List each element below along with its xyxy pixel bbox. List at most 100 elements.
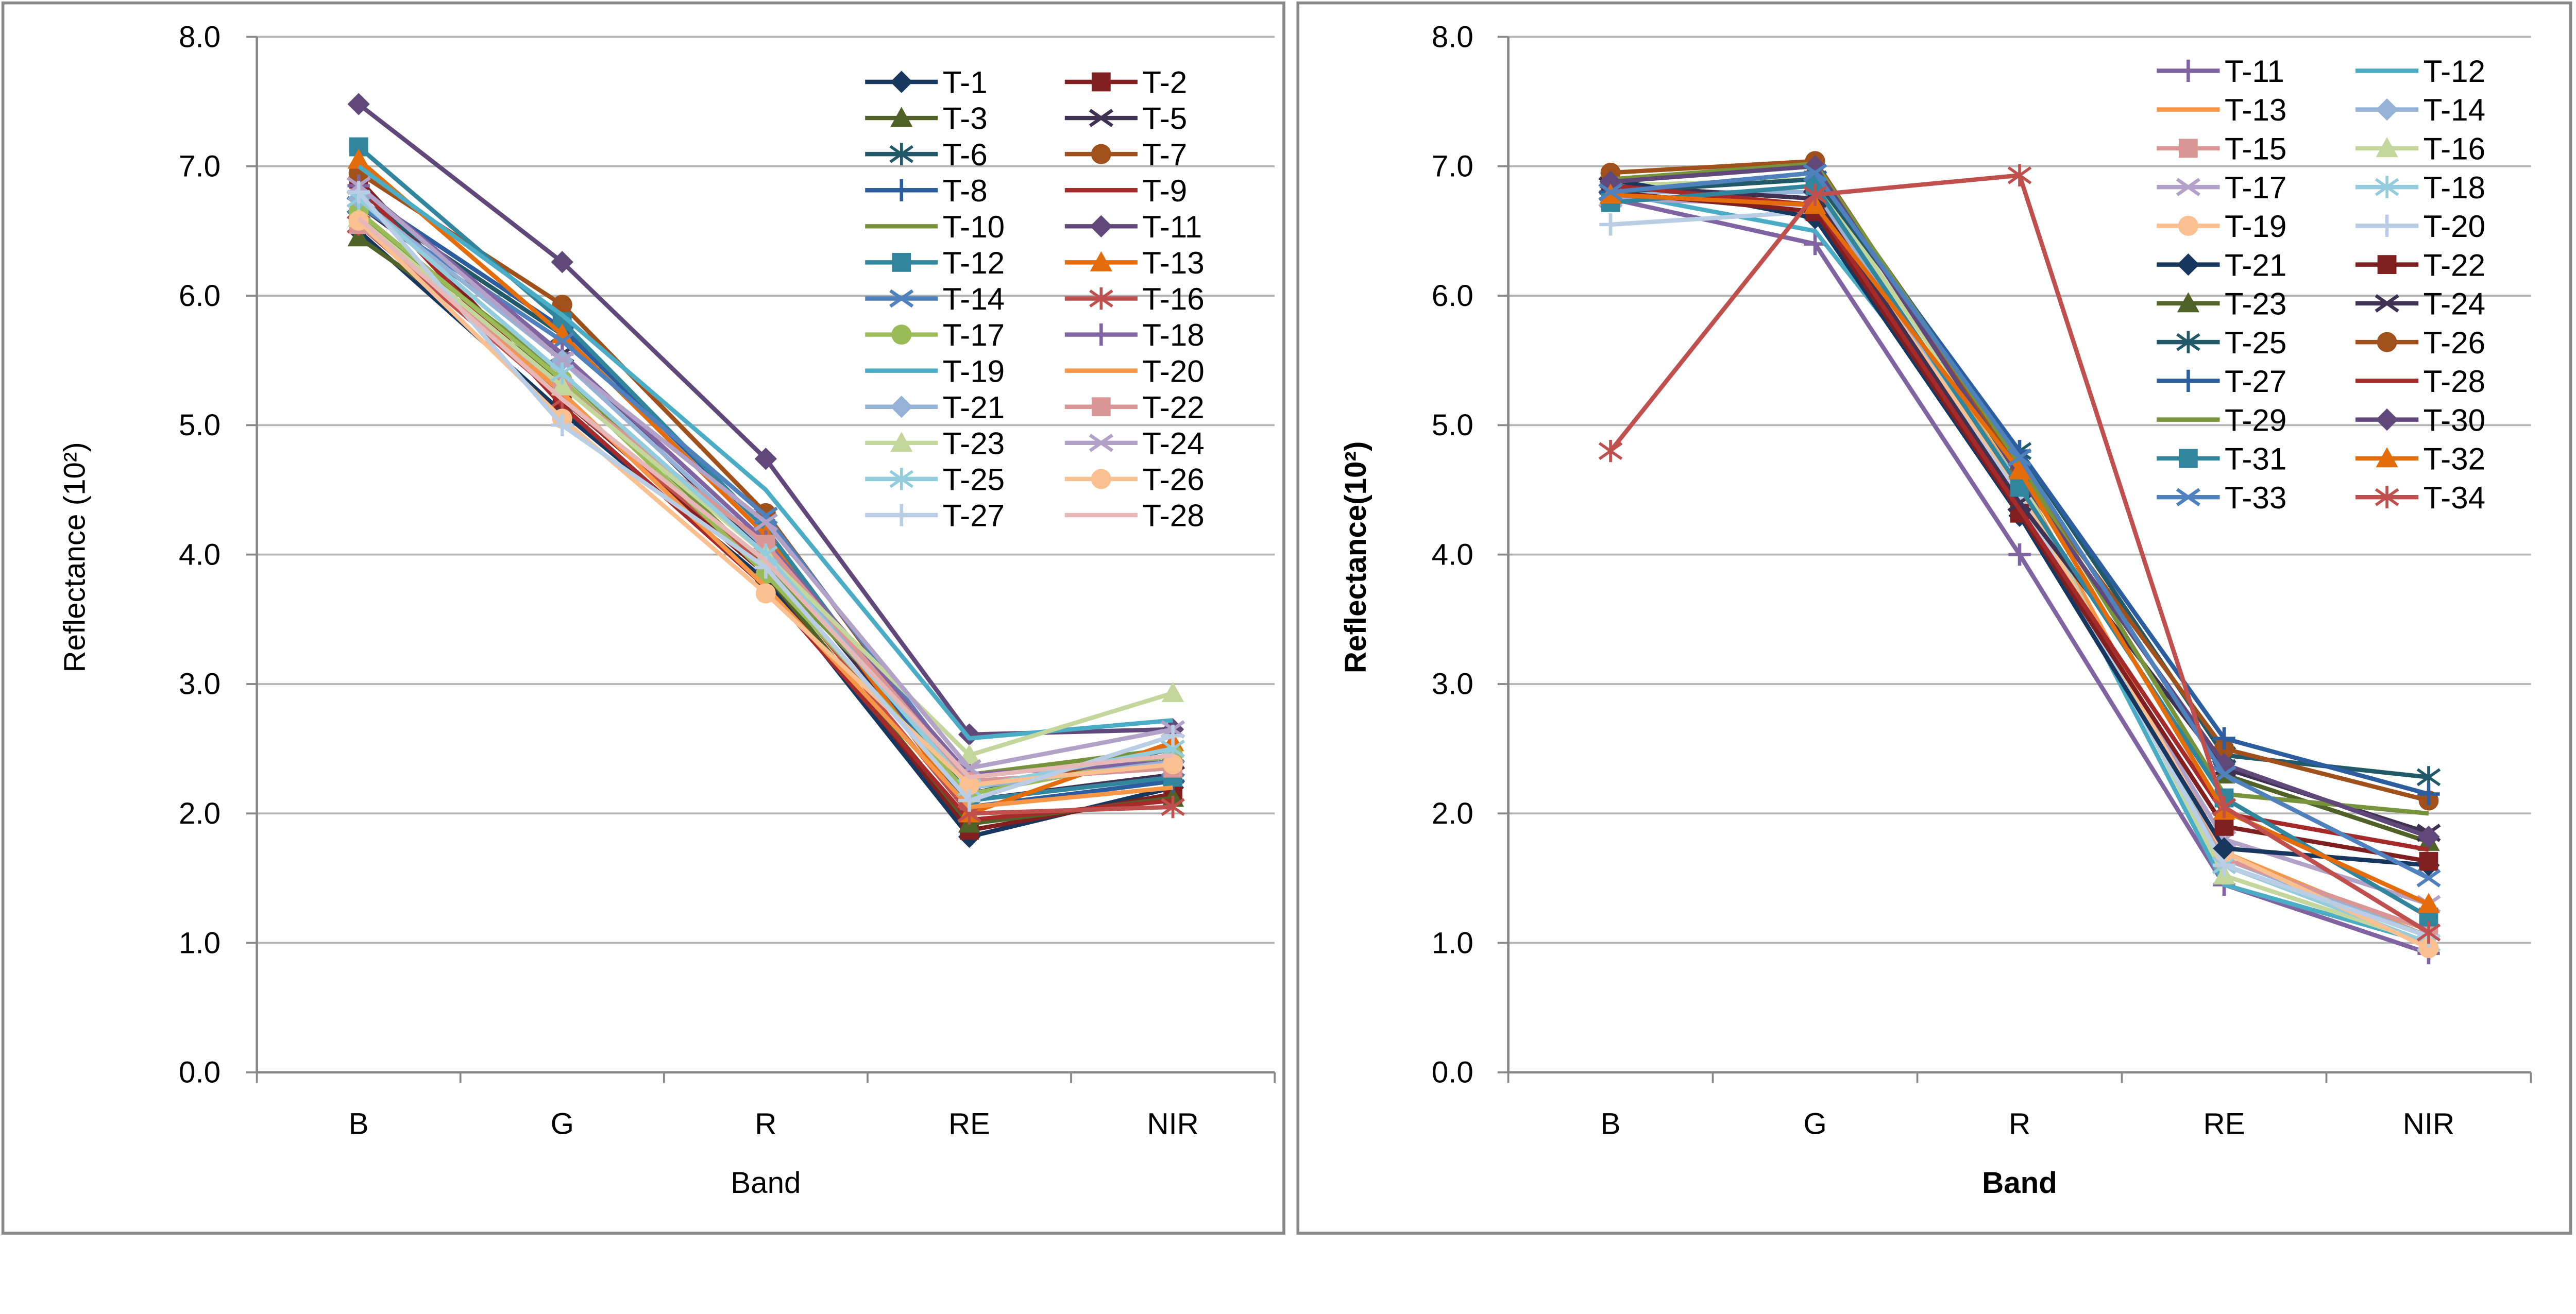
legend-label: T-11 — [1142, 210, 1202, 244]
right-chart-frame — [1296, 1, 2572, 1235]
legend-marker — [890, 504, 913, 526]
legend-label: T-5 — [1142, 101, 1187, 136]
left-chart: 0.0 1.0 2.0 3.0 4.0 5.0 6.0 7.0 8.0 B G R RE NIR Band R… — [58, 20, 1276, 1200]
legend-item: T-32 — [2355, 442, 2485, 476]
data-point — [551, 375, 573, 396]
legend-label: T-26 — [1142, 463, 1204, 497]
legend-item: T-19 — [2157, 209, 2286, 244]
legend-item: T-13 — [2157, 93, 2286, 127]
y-tick-label: 4.0 — [1432, 538, 1473, 571]
legend-marker — [889, 143, 914, 165]
legend-label: T-27 — [2225, 364, 2286, 399]
data-point — [551, 414, 573, 437]
series-T-28 — [357, 216, 1174, 780]
legend-label: T-21 — [943, 390, 1005, 424]
y-axis-title: Reflectance(10²) — [1339, 441, 1372, 673]
x-axis-title: Band — [731, 1166, 801, 1200]
legend-item: T-3 — [865, 101, 988, 136]
x-tick-label: G — [1803, 1107, 1826, 1140]
data-point — [1163, 754, 1183, 775]
legend-item: T-21 — [2157, 248, 2286, 282]
legend-marker — [890, 71, 913, 93]
legend-label: T-21 — [2225, 248, 2286, 282]
data-point — [1598, 439, 1623, 463]
y-tick-label: 8.0 — [179, 20, 221, 54]
legend-marker — [2176, 488, 2200, 507]
data-point — [2419, 851, 2438, 871]
y-tick-label: 2.0 — [179, 797, 221, 830]
data-point — [2417, 782, 2440, 806]
y-tick-label: 7.0 — [179, 150, 221, 183]
legend-label: T-22 — [1142, 390, 1204, 424]
legend-label: T-19 — [943, 354, 1005, 388]
data-point — [1803, 163, 1827, 182]
figure: 0.0 1.0 2.0 3.0 4.0 5.0 6.0 7.0 8.0 B G R RE NIR Band R… — [1, 1, 2572, 1235]
legend-label: T-30 — [2424, 403, 2485, 437]
legend-item: T-13 — [1064, 246, 1205, 280]
legend-item: T-11 — [1064, 210, 1202, 244]
x-tick-label: G — [551, 1107, 574, 1140]
legend-marker — [1091, 72, 1111, 92]
legend: T-1 T-2 T-3 T-5 T-6 T-7 T-8 T-9 T-10 T-11 T-12 T-13… — [865, 65, 1205, 533]
legend-label: T-22 — [2424, 248, 2485, 282]
legend-item: T-27 — [865, 499, 1005, 533]
legend-label: T-12 — [2424, 54, 2485, 89]
legend-marker — [2375, 294, 2399, 313]
legend-label: T-13 — [2225, 93, 2286, 127]
legend-marker — [2377, 255, 2397, 275]
y-axis-title: Reflectance (10²) — [58, 442, 92, 672]
legend-marker — [2376, 214, 2398, 237]
legend-label: T-23 — [2225, 287, 2286, 321]
legend-label: T-2 — [1142, 65, 1187, 100]
legend-item: T-23 — [865, 426, 1005, 460]
legend-label: T-34 — [2424, 481, 2485, 515]
legend-label: T-10 — [943, 210, 1005, 244]
legend-label: T-27 — [943, 499, 1005, 533]
data-point — [753, 506, 778, 525]
legend-item: T-16 — [1064, 282, 1205, 316]
legend-item: T-15 — [2157, 131, 2286, 166]
legend-item: T-9 — [1064, 174, 1187, 208]
data-point — [2007, 164, 2032, 187]
data-point — [347, 226, 370, 247]
legend-item: T-24 — [1064, 426, 1205, 460]
legend-item: T-12 — [865, 246, 1005, 280]
legend-marker — [2376, 447, 2398, 468]
legend-marker — [1089, 109, 1113, 127]
legend-item: T-5 — [1064, 101, 1187, 136]
legend-label: T-19 — [2225, 209, 2286, 244]
legend-label: T-9 — [1142, 174, 1187, 208]
legend-marker — [890, 432, 913, 452]
y-tick-label: 3.0 — [1432, 668, 1473, 701]
legend-item: T-1 — [865, 65, 988, 100]
legend-label: T-24 — [1142, 426, 1204, 460]
legend-item: T-25 — [2157, 326, 2286, 360]
legend-marker — [889, 468, 914, 490]
x-tick-label: RE — [948, 1107, 990, 1140]
series-line — [357, 216, 1174, 780]
x-tick-label: R — [2009, 1107, 2030, 1140]
legend-item: T-20 — [2355, 209, 2485, 244]
legend-item: T-22 — [2355, 248, 2485, 282]
legend-marker — [2376, 98, 2398, 121]
legend-marker — [1089, 287, 1113, 310]
legend-marker — [1091, 469, 1111, 489]
legend-label: T-15 — [2225, 131, 2286, 166]
legend-label: T-3 — [943, 101, 988, 136]
legend-item: T-10 — [865, 210, 1005, 244]
legend-marker — [2377, 332, 2397, 352]
data-point — [958, 789, 981, 812]
legend-label: T-26 — [2424, 326, 2485, 360]
legend-marker — [892, 253, 911, 272]
y-tick-label: 0.0 — [179, 1056, 221, 1089]
legend-label: T-6 — [943, 138, 988, 172]
legend-marker — [1089, 433, 1113, 452]
legend-label: T-32 — [2424, 442, 2485, 476]
x-tick-label: B — [349, 1107, 369, 1140]
x-tick-label: NIR — [1147, 1107, 1198, 1140]
legend-marker — [890, 179, 913, 201]
data-point — [1161, 724, 1184, 747]
legend-label: T-17 — [943, 318, 1005, 352]
data-point — [347, 181, 370, 203]
legend-item: T-16 — [2355, 131, 2485, 166]
